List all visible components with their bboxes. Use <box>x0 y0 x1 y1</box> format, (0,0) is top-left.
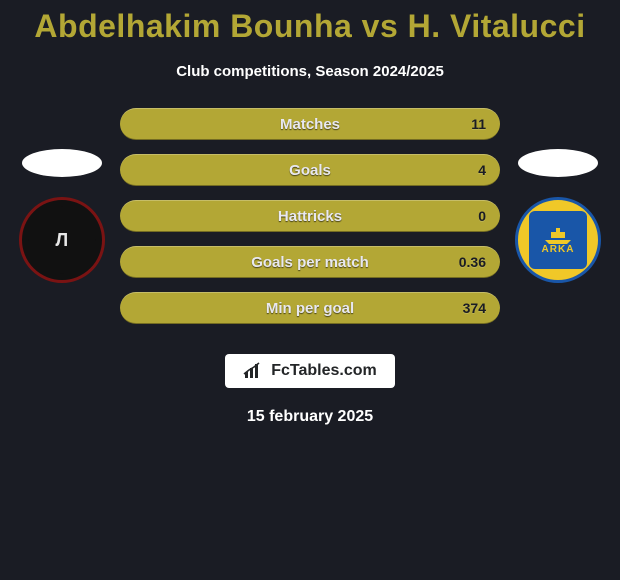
stat-value: 11 <box>471 116 486 132</box>
left-badge-label: Л <box>56 229 69 250</box>
stat-bar-hattricks: Hattricks 0 <box>120 200 500 232</box>
stat-label: Matches <box>280 116 340 133</box>
stat-value: 4 <box>478 162 486 178</box>
left-column: Л <box>12 149 112 283</box>
brand-label: FcTables.com <box>271 362 377 380</box>
right-flag-icon <box>518 149 598 177</box>
stat-label: Goals <box>289 162 331 179</box>
stat-bar-min-per-goal: Min per goal 374 <box>120 292 500 324</box>
stat-value: 374 <box>463 300 486 316</box>
left-flag-icon <box>22 149 102 177</box>
ship-icon <box>543 226 573 244</box>
page-title: Abdelhakim Bounha vs H. Vitalucci <box>34 8 585 45</box>
left-club-badge-icon: Л <box>19 197 105 283</box>
stat-bar-goals-per-match: Goals per match 0.36 <box>120 246 500 278</box>
stat-value: 0 <box>478 208 486 224</box>
stat-label: Goals per match <box>251 254 369 271</box>
right-club-badge-icon: ARKA <box>515 197 601 283</box>
page-subtitle: Club competitions, Season 2024/2025 <box>176 63 444 80</box>
right-badge-shield: ARKA <box>529 211 587 269</box>
stat-value: 0.36 <box>459 254 486 270</box>
stat-bar-goals: Goals 4 <box>120 154 500 186</box>
right-column: ARKA <box>508 149 608 283</box>
right-badge-label: ARKA <box>542 244 575 255</box>
comparison-row: Л Matches 11 Goals 4 Hattricks 0 Goals p… <box>0 108 620 324</box>
date-label: 15 february 2025 <box>247 408 373 426</box>
stats-column: Matches 11 Goals 4 Hattricks 0 Goals per… <box>112 108 508 324</box>
stat-bar-matches: Matches 11 <box>120 108 500 140</box>
left-badge-shield: Л <box>27 205 98 276</box>
brand-logo: FcTables.com <box>225 354 395 388</box>
stat-label: Min per goal <box>266 300 354 317</box>
stat-label: Hattricks <box>278 208 342 225</box>
chart-icon <box>243 362 263 380</box>
